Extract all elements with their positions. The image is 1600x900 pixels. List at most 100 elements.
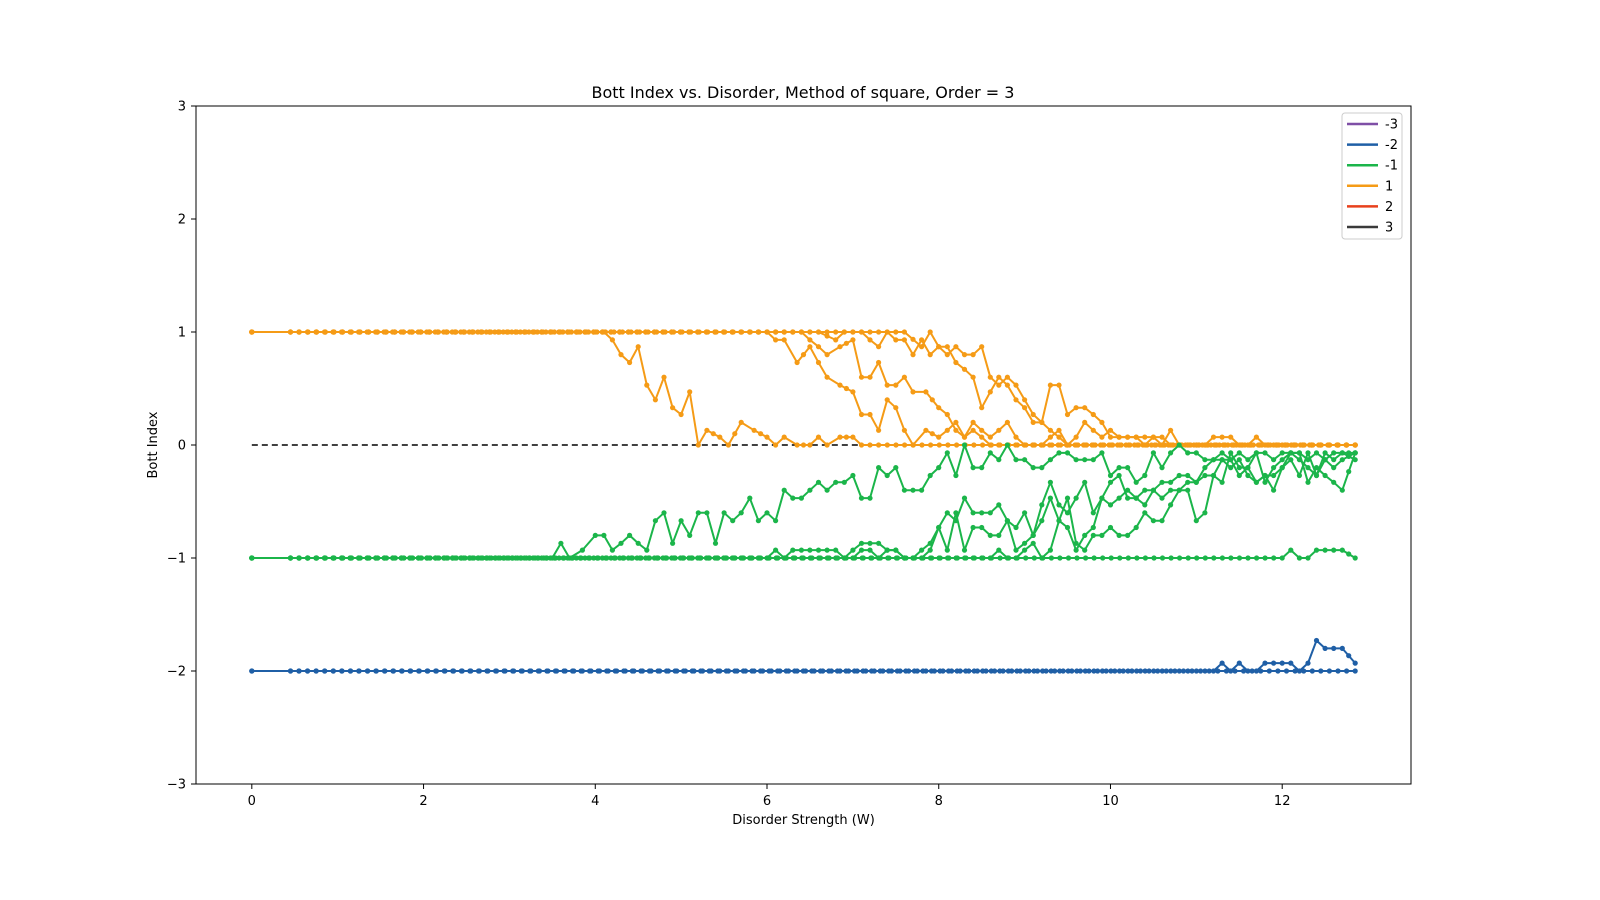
data-point <box>1193 442 1199 448</box>
data-point <box>1176 487 1182 493</box>
data-point <box>1039 442 1045 448</box>
data-point <box>1168 479 1174 485</box>
data-point <box>876 465 882 471</box>
y-tick-label: 1 <box>178 326 186 341</box>
data-point <box>824 352 830 358</box>
data-point <box>510 555 516 561</box>
data-point <box>1090 510 1096 516</box>
data-point <box>1202 465 1208 471</box>
data-point <box>1288 457 1294 463</box>
data-point <box>751 668 757 674</box>
data-point <box>443 329 449 335</box>
data-point <box>738 510 744 516</box>
data-point <box>893 405 899 411</box>
data-point <box>928 442 934 448</box>
data-point <box>1271 555 1277 561</box>
data-point <box>970 419 976 425</box>
data-point <box>749 555 755 561</box>
data-point <box>635 344 641 350</box>
data-point <box>1137 668 1144 674</box>
data-point <box>1168 487 1174 493</box>
data-point <box>1039 518 1045 524</box>
data-point <box>1236 457 1242 463</box>
series-11 <box>249 668 1358 674</box>
data-point <box>1056 427 1062 433</box>
data-point <box>1316 442 1322 448</box>
data-point <box>927 329 933 335</box>
data-point <box>450 555 456 561</box>
data-point <box>738 329 744 335</box>
data-point <box>936 442 942 448</box>
data-point <box>858 374 865 380</box>
data-point <box>1262 660 1268 666</box>
data-point <box>884 397 890 403</box>
plot-area <box>249 329 1358 674</box>
data-point <box>1271 472 1277 479</box>
x-tick-label: 10 <box>1102 794 1119 809</box>
data-point <box>1228 450 1234 456</box>
data-point <box>1082 547 1088 553</box>
data-point <box>1219 660 1225 666</box>
data-point <box>1133 524 1139 531</box>
data-point <box>1254 555 1260 561</box>
data-point <box>773 337 779 343</box>
data-point <box>755 329 761 335</box>
data-point <box>987 389 993 395</box>
data-point <box>807 442 813 448</box>
data-point <box>1099 442 1105 448</box>
data-point <box>1271 457 1277 463</box>
data-point <box>897 668 903 674</box>
data-point <box>1305 479 1311 485</box>
data-point <box>382 668 388 674</box>
data-point <box>1052 668 1058 674</box>
data-point <box>513 329 519 335</box>
data-point <box>987 434 993 440</box>
legend-label: 2 <box>1385 200 1393 215</box>
data-point <box>1082 405 1088 411</box>
data-point <box>790 495 796 501</box>
data-point <box>837 434 843 440</box>
data-point <box>1297 442 1303 448</box>
data-point <box>807 547 813 553</box>
data-point <box>458 555 464 561</box>
data-point <box>927 352 933 358</box>
data-point <box>305 329 311 335</box>
data-point <box>1185 472 1191 479</box>
data-point <box>876 427 882 433</box>
data-point <box>1125 465 1131 471</box>
legend-label: -1 <box>1385 159 1398 174</box>
data-point <box>997 555 1003 561</box>
data-point <box>850 389 856 395</box>
data-point <box>1086 668 1092 674</box>
data-point <box>1185 450 1191 456</box>
data-point <box>1013 547 1019 553</box>
data-point <box>1013 397 1019 403</box>
data-point <box>929 397 935 403</box>
data-point <box>1082 532 1088 539</box>
data-point <box>970 510 976 516</box>
data-point <box>741 555 747 561</box>
data-point <box>1004 518 1011 524</box>
data-point <box>599 329 606 335</box>
data-point <box>1103 668 1109 674</box>
data-point <box>1194 555 1200 561</box>
data-point <box>478 329 484 335</box>
data-point <box>1146 668 1152 674</box>
data-point <box>1099 532 1105 539</box>
data-point <box>1090 532 1096 539</box>
data-point <box>906 668 912 674</box>
data-point <box>1339 645 1345 652</box>
data-point <box>764 329 770 335</box>
data-point <box>944 510 950 516</box>
x-tick-label: 0 <box>248 794 256 809</box>
data-point <box>591 329 597 335</box>
data-point <box>858 442 865 448</box>
data-point <box>1253 434 1259 440</box>
legend: -3 -2 -1 1 2 3 <box>1341 112 1403 240</box>
data-point <box>850 547 856 553</box>
data-point <box>1255 442 1261 448</box>
data-point <box>552 555 559 561</box>
data-point <box>798 495 805 501</box>
data-point <box>573 329 580 335</box>
data-point <box>305 668 311 674</box>
